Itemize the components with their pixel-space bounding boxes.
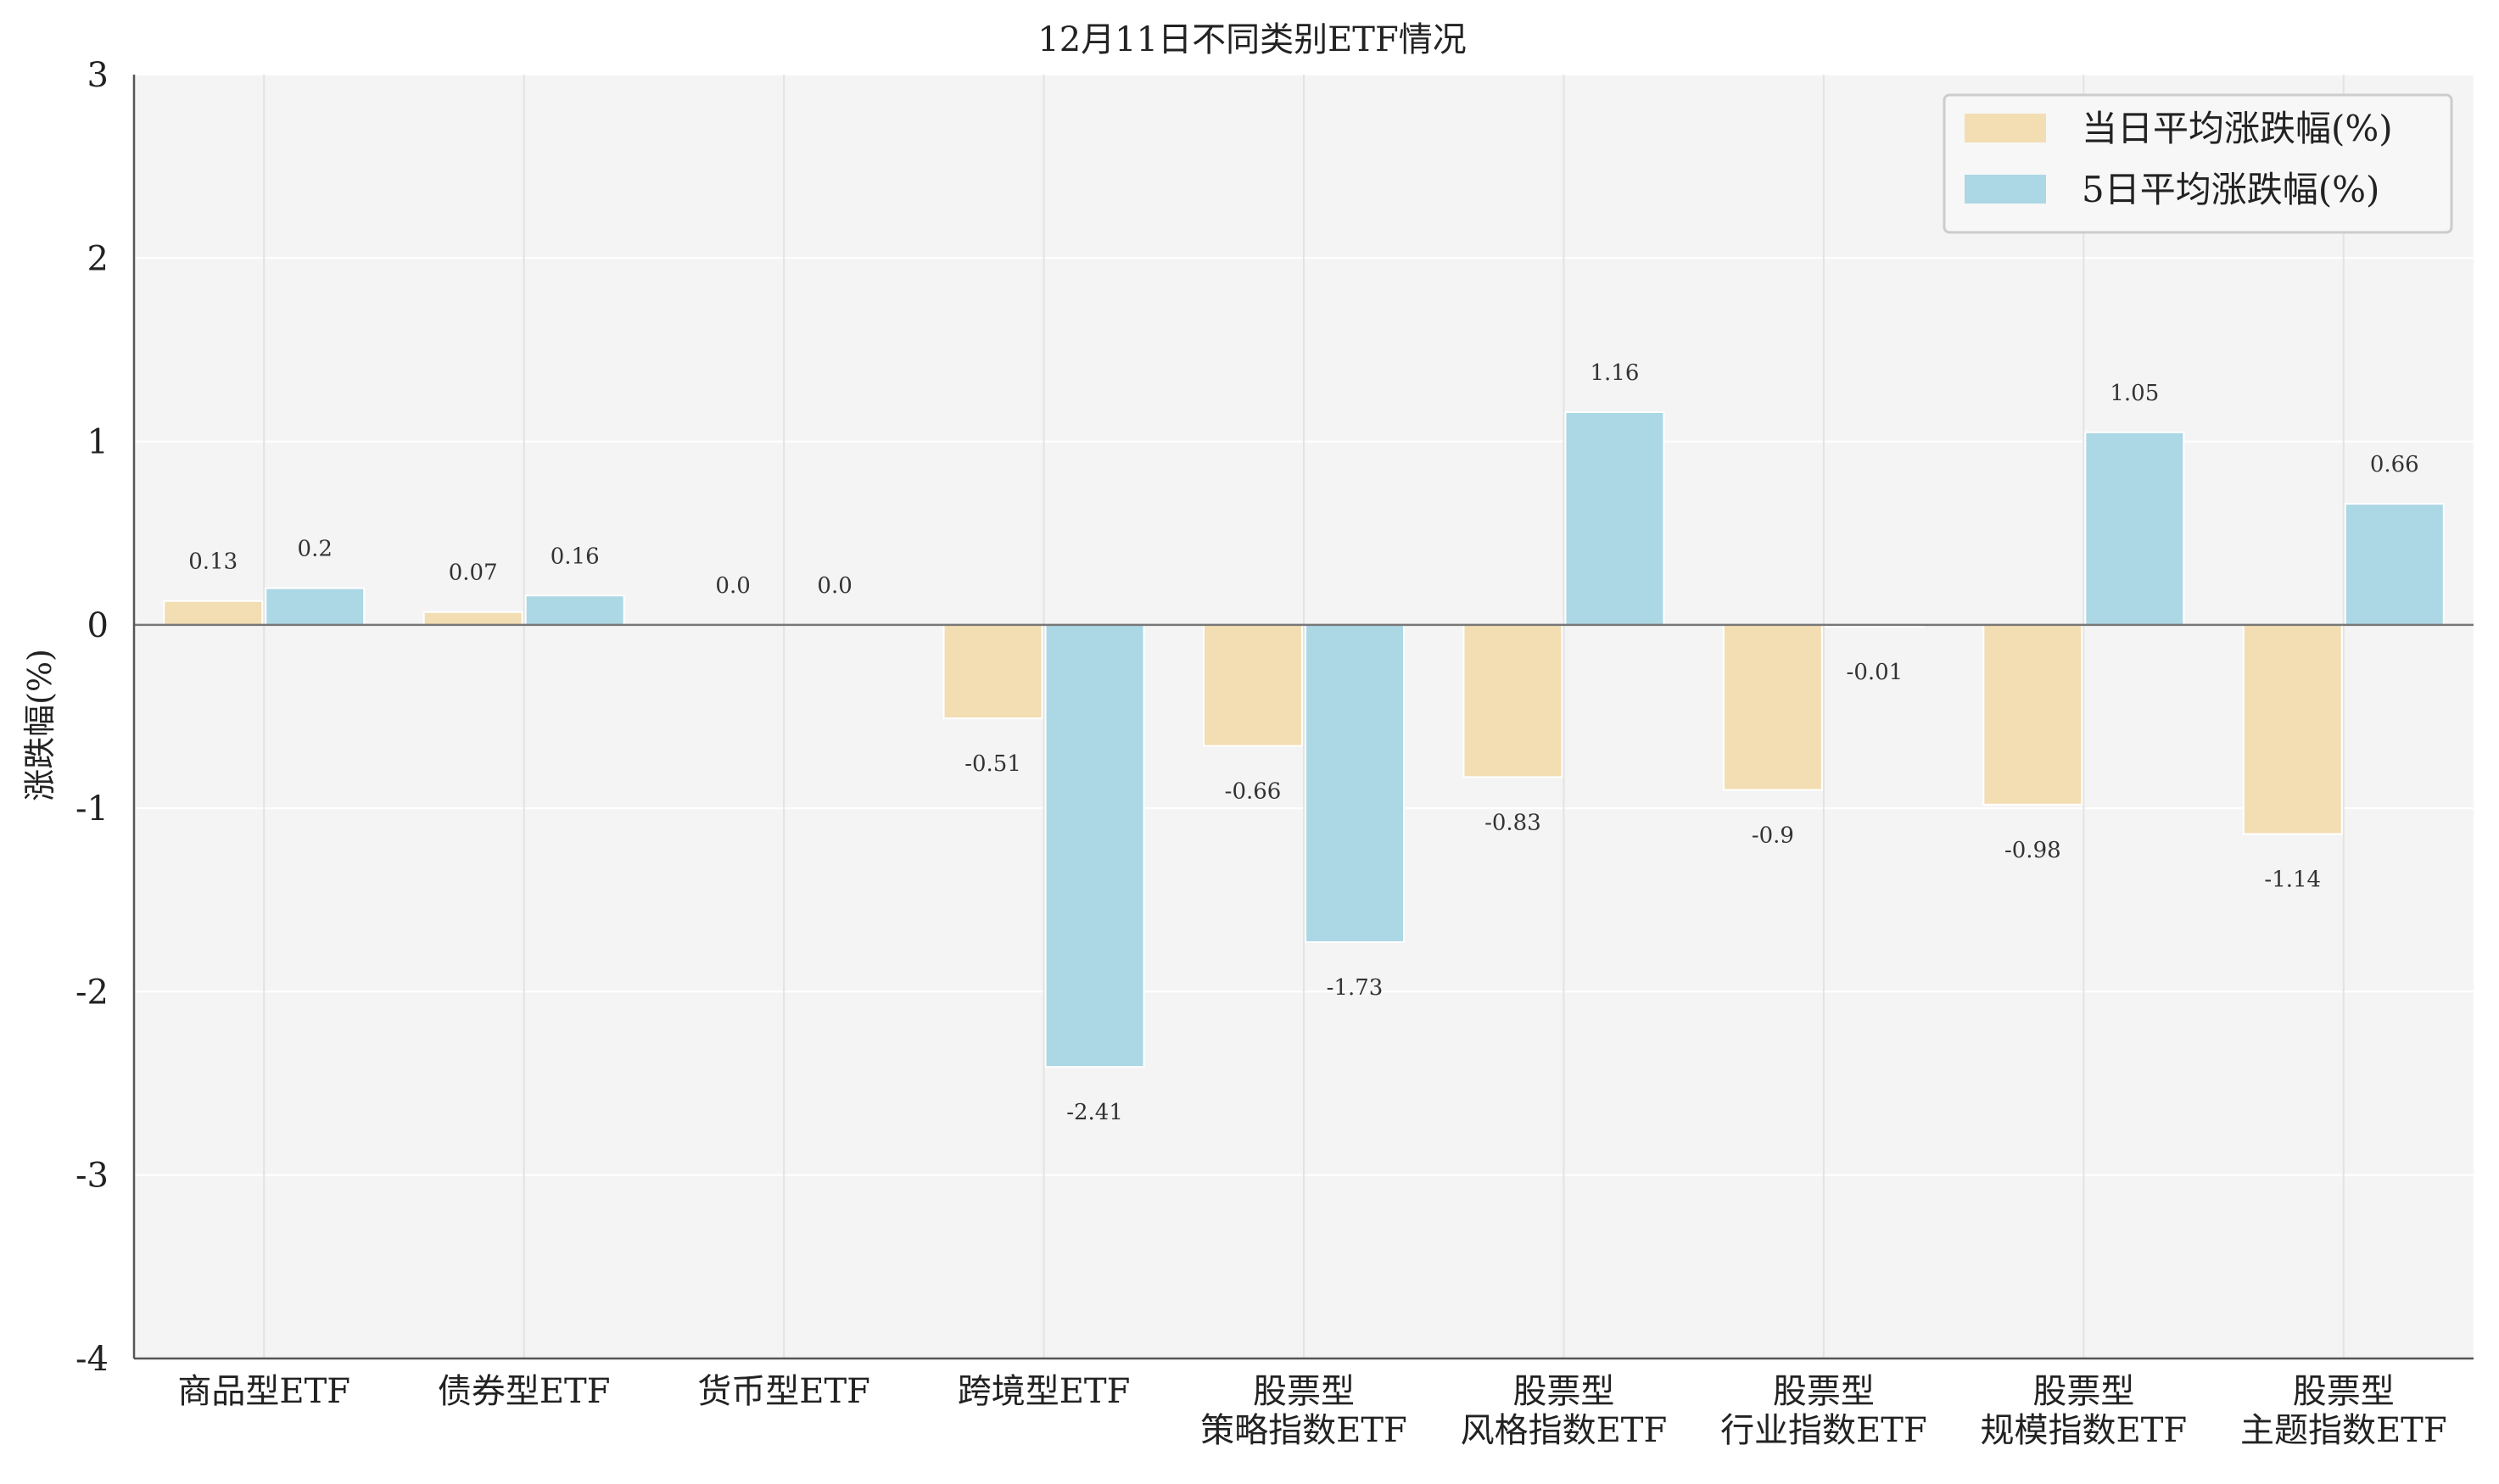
x-tick-label: 股票型 bbox=[1773, 1372, 1875, 1411]
x-tick-label: 规模指数ETF bbox=[1981, 1411, 2188, 1450]
data-label: 0.0 bbox=[715, 573, 750, 599]
bar bbox=[2345, 504, 2444, 625]
bar bbox=[1305, 625, 1404, 942]
y-tick-label: 0 bbox=[87, 606, 109, 645]
x-tick-label: 股票型 bbox=[2293, 1372, 2395, 1411]
x-tick-label: 股票型 bbox=[1253, 1372, 1355, 1411]
data-label: -0.98 bbox=[2004, 838, 2061, 863]
data-label: -0.01 bbox=[1847, 660, 1904, 685]
data-label: -0.83 bbox=[1484, 810, 1541, 835]
data-label: 0.2 bbox=[298, 537, 333, 562]
data-label: -0.66 bbox=[1225, 779, 1282, 805]
x-tick-label: 策略指数ETF bbox=[1200, 1411, 1407, 1450]
y-tick-label: -1 bbox=[75, 789, 109, 828]
data-label: -1.14 bbox=[2264, 867, 2321, 892]
data-label: -1.73 bbox=[1327, 975, 1384, 1001]
bar bbox=[2085, 432, 2183, 625]
y-tick-label: 2 bbox=[87, 239, 109, 278]
data-label: 0.07 bbox=[449, 561, 498, 586]
legend-label: 5日平均涨跌幅(%) bbox=[2082, 169, 2379, 210]
data-label: -2.41 bbox=[1066, 1100, 1123, 1125]
bar bbox=[1204, 625, 1302, 746]
legend-swatch bbox=[1965, 175, 2046, 204]
bar bbox=[266, 589, 364, 625]
data-label: 1.16 bbox=[1590, 360, 1639, 386]
bar bbox=[1983, 625, 2082, 805]
data-label: 0.16 bbox=[551, 544, 600, 569]
data-label: 0.13 bbox=[188, 550, 238, 575]
y-tick-label: -4 bbox=[75, 1340, 109, 1379]
data-label: 0.66 bbox=[2370, 452, 2419, 477]
data-label: -0.9 bbox=[1752, 823, 1794, 849]
bar bbox=[164, 601, 262, 625]
x-tick-label: 股票型 bbox=[1512, 1372, 1614, 1411]
y-tick-label: 3 bbox=[87, 56, 109, 95]
x-tick-label: 股票型 bbox=[2032, 1372, 2134, 1411]
legend-swatch bbox=[1965, 114, 2046, 142]
x-tick-label: 商品型ETF bbox=[177, 1372, 350, 1411]
y-axis-label: 涨跌幅(%) bbox=[21, 649, 59, 801]
bar bbox=[1046, 625, 1144, 1067]
bar bbox=[1463, 625, 1562, 778]
data-label: 1.05 bbox=[2110, 381, 2159, 406]
chart-title: 12月11日不同类别ETF情况 bbox=[1037, 20, 1466, 59]
x-tick-label: 货币型ETF bbox=[697, 1372, 870, 1411]
x-tick-label: 风格指数ETF bbox=[1461, 1411, 1668, 1450]
bar bbox=[1724, 625, 1822, 790]
y-tick-label: 1 bbox=[87, 423, 109, 462]
data-label: -0.51 bbox=[964, 751, 1021, 777]
x-tick-label: 行业指数ETF bbox=[1720, 1411, 1927, 1450]
bar bbox=[526, 595, 624, 625]
data-label: 0.0 bbox=[817, 573, 852, 599]
bar bbox=[1565, 412, 1663, 625]
bar bbox=[424, 612, 523, 625]
x-tick-label: 跨境型ETF bbox=[958, 1372, 1131, 1411]
bar bbox=[2244, 625, 2342, 834]
x-tick-label: 主题指数ETF bbox=[2240, 1411, 2447, 1450]
y-tick-label: -2 bbox=[75, 973, 109, 1012]
y-tick-label: -3 bbox=[75, 1157, 109, 1196]
legend-label: 当日平均涨跌幅(%) bbox=[2082, 108, 2393, 149]
bar bbox=[944, 625, 1043, 718]
x-tick-label: 债券型ETF bbox=[438, 1372, 611, 1411]
